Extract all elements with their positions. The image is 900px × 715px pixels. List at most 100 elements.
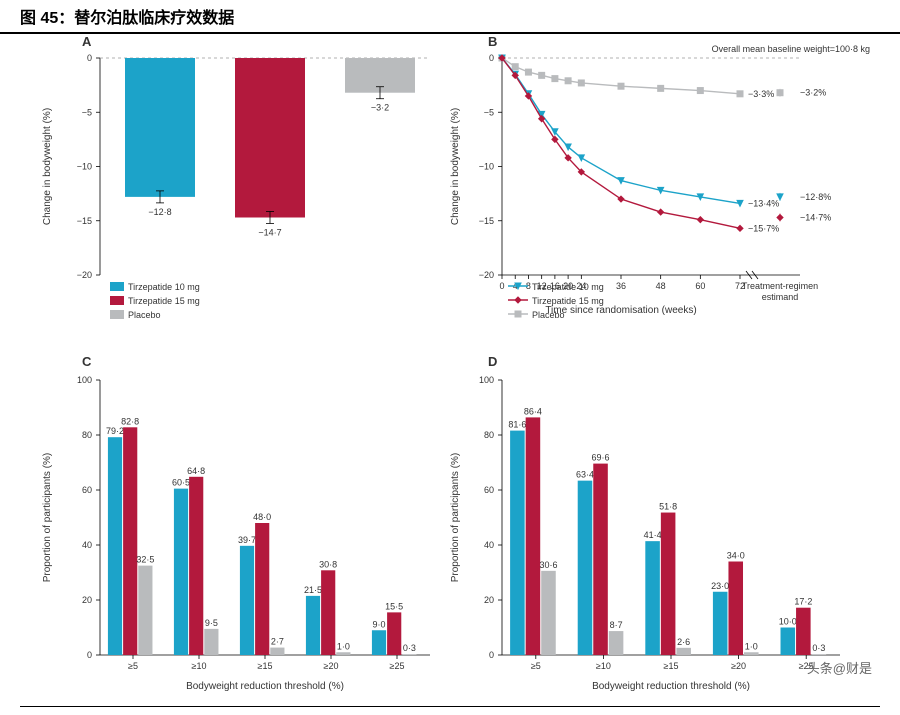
svg-text:−5: −5	[484, 107, 494, 117]
svg-text:15·5: 15·5	[385, 601, 403, 611]
svg-text:10·0: 10·0	[779, 617, 797, 627]
svg-text:20: 20	[484, 595, 494, 605]
svg-text:0: 0	[87, 650, 92, 660]
svg-text:0: 0	[489, 53, 494, 63]
svg-text:1·0: 1·0	[337, 641, 350, 651]
svg-text:48: 48	[656, 281, 666, 291]
svg-text:17·2: 17·2	[794, 597, 812, 607]
svg-text:48·0: 48·0	[253, 512, 271, 522]
panel-d-chart: 0 20 40 60 80 100 Proportion of participants (…	[440, 350, 880, 700]
bottom-rule	[20, 706, 880, 707]
svg-text:Tirzepatide 15 mg: Tirzepatide 15 mg	[532, 296, 604, 306]
svg-text:Change in bodyweight (%): Change in bodyweight (%)	[450, 108, 461, 225]
panel-b-label: B	[488, 34, 497, 49]
svg-text:≥5: ≥5	[128, 661, 138, 671]
svg-text:−3·2%: −3·2%	[800, 88, 826, 98]
svg-text:−20: −20	[479, 270, 494, 280]
svg-text:40: 40	[484, 540, 494, 550]
svg-text:40: 40	[82, 540, 92, 550]
svg-text:82·8: 82·8	[121, 416, 139, 426]
svg-text:estimand: estimand	[762, 292, 799, 302]
svg-text:Proportion of participants (%): Proportion of participants (%)	[450, 453, 461, 583]
svg-text:−13·4%: −13·4%	[748, 198, 779, 208]
svg-text:21·5: 21·5	[304, 585, 322, 595]
svg-text:Treatment-regimen: Treatment-regimen	[742, 281, 818, 291]
svg-text:≥10: ≥10	[596, 661, 611, 671]
svg-text:−12·8: −12·8	[148, 207, 171, 217]
svg-text:−12·8%: −12·8%	[800, 192, 831, 202]
svg-text:0: 0	[87, 53, 92, 63]
svg-text:51·8: 51·8	[659, 502, 677, 512]
svg-text:Bodyweight reduction threshold: Bodyweight reduction threshold (%)	[592, 681, 750, 692]
figure-title: 图 45：替尔泊肽临床疗效数据	[0, 0, 900, 34]
panel-a: A 0−5−10−15−20Change in bodyweight (%)−1…	[20, 30, 440, 340]
svg-text:−14·7%: −14·7%	[800, 212, 831, 222]
svg-text:9·0: 9·0	[373, 619, 386, 629]
svg-text:≥20: ≥20	[324, 661, 339, 671]
panel-a-label: A	[82, 34, 91, 49]
svg-text:30·6: 30·6	[539, 560, 557, 570]
svg-text:60: 60	[695, 281, 705, 291]
svg-text:100: 100	[77, 375, 92, 385]
watermark: 头条@财是	[807, 658, 872, 677]
svg-text:−20: −20	[77, 270, 92, 280]
panel-d: D 0 20 40 60 80 100 Proportion of participants…	[440, 350, 880, 700]
svg-text:≥25: ≥25	[390, 661, 405, 671]
svg-text:69·6: 69·6	[592, 453, 610, 463]
svg-text:Tirzepatide 10 mg: Tirzepatide 10 mg	[128, 282, 200, 292]
svg-text:≥15: ≥15	[258, 661, 273, 671]
svg-text:Tirzepatide 10 mg: Tirzepatide 10 mg	[532, 282, 604, 292]
svg-text:Overall mean baseline weight=1: Overall mean baseline weight=100·8 kg	[712, 44, 870, 54]
svg-text:0·3: 0·3	[403, 643, 416, 653]
svg-text:−3·2: −3·2	[371, 103, 389, 113]
panel-c-label: C	[82, 354, 91, 369]
svg-text:Placebo: Placebo	[532, 310, 565, 320]
panel-b: B 0−5−10−15−200481216202436486072Treatme…	[440, 30, 880, 340]
svg-text:Change in bodyweight (%): Change in bodyweight (%)	[42, 108, 53, 225]
svg-text:81·6: 81·6	[508, 420, 526, 430]
panel-b-chart: 0−5−10−15−200481216202436486072Treatment…	[440, 30, 880, 340]
svg-text:63·4: 63·4	[576, 470, 594, 480]
svg-text:Tirzepatide 15 mg: Tirzepatide 15 mg	[128, 296, 200, 306]
svg-text:2·7: 2·7	[271, 637, 284, 647]
svg-text:60·5: 60·5	[172, 478, 190, 488]
svg-text:34·0: 34·0	[727, 551, 745, 561]
svg-text:80: 80	[82, 430, 92, 440]
svg-text:−14·7: −14·7	[258, 227, 281, 237]
svg-text:80: 80	[484, 430, 494, 440]
panel-d-label: D	[488, 354, 497, 369]
svg-text:−10: −10	[479, 162, 494, 172]
svg-text:32·5: 32·5	[136, 555, 154, 565]
svg-text:≥20: ≥20	[731, 661, 746, 671]
svg-text:Time since randomisation (week: Time since randomisation (weeks)	[545, 305, 696, 316]
svg-text:60: 60	[82, 485, 92, 495]
svg-text:≥10: ≥10	[192, 661, 207, 671]
panel-container: A 0 −5 −10 −15 −20 Change in bodyweight (%) −1…	[20, 30, 880, 703]
svg-text:30·8: 30·8	[319, 559, 337, 569]
svg-text:≥5: ≥5	[531, 661, 541, 671]
panel-c-chart: 0 20 40 60 80 100 Proportion of participants (…	[20, 350, 440, 700]
panel-c: C 0 20 40 60 80 100 Proportion of participants…	[20, 350, 440, 700]
svg-text:2·6: 2·6	[677, 637, 690, 647]
svg-text:8·7: 8·7	[610, 620, 623, 630]
svg-text:−3·3%: −3·3%	[748, 89, 774, 99]
svg-text:41·4: 41·4	[644, 530, 662, 540]
svg-text:0: 0	[489, 650, 494, 660]
svg-text:Proportion of participants (%): Proportion of participants (%)	[42, 453, 53, 583]
svg-text:−10: −10	[77, 162, 92, 172]
panel-a-chart: 0−5−10−15−20Change in bodyweight (%)−12·…	[20, 30, 440, 340]
svg-text:79·2: 79·2	[106, 426, 124, 436]
svg-text:60: 60	[484, 485, 494, 495]
svg-text:100: 100	[479, 375, 494, 385]
svg-text:23·0: 23·0	[711, 581, 729, 591]
svg-text:Bodyweight reduction threshold: Bodyweight reduction threshold (%)	[186, 681, 344, 692]
svg-text:−15·7%: −15·7%	[748, 223, 779, 233]
svg-text:39·7: 39·7	[238, 535, 256, 545]
svg-text:0: 0	[499, 281, 504, 291]
svg-text:86·4: 86·4	[524, 406, 542, 416]
svg-text:1·0: 1·0	[745, 641, 758, 651]
svg-text:20: 20	[82, 595, 92, 605]
svg-text:≥15: ≥15	[664, 661, 679, 671]
svg-text:−15: −15	[479, 216, 494, 226]
svg-text:64·8: 64·8	[187, 466, 205, 476]
